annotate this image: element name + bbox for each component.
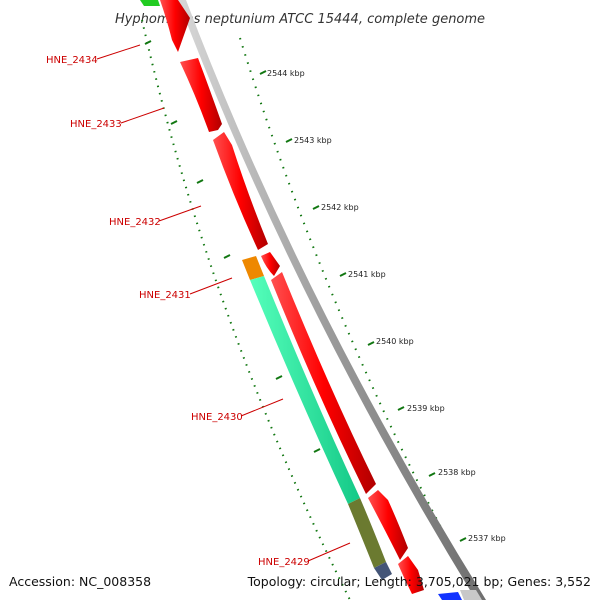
gene-arrow	[160, 0, 190, 52]
orange-feature	[242, 256, 264, 280]
inner-features	[140, 0, 482, 600]
kbp-labels: 2544 kbp 2543 kbp 2542 kbp 2541 kbp 2540…	[267, 69, 506, 543]
gene-label-hne-2430: HNE_2430	[191, 412, 243, 423]
kbp-label: 2539 kbp	[407, 404, 445, 413]
gene-arrow	[368, 490, 408, 560]
olive-feature	[348, 498, 386, 568]
kbp-label: 2542 kbp	[321, 203, 359, 212]
accession-text: Accession: NC_008358	[9, 574, 151, 589]
gene-label-hne-2434: HNE_2434	[46, 55, 98, 66]
gene-arrow	[180, 58, 222, 132]
outer-major-ticks	[259, 70, 467, 542]
gene-leader-lines	[96, 44, 351, 562]
gene-label-hne-2432: HNE_2432	[109, 217, 161, 228]
gene-arrow	[261, 252, 280, 276]
slate-feature	[374, 562, 392, 580]
topology-text: Topology: circular; Length: 3,705,021 bp…	[247, 574, 591, 589]
gene-label-hne-2429: HNE_2429	[258, 557, 310, 568]
gene-label-hne-2431: HNE_2431	[139, 290, 191, 301]
gene-label-hne-2433: HNE_2433	[70, 119, 122, 130]
genome-title: Hyphomonas neptunium ATCC 15444, complet…	[115, 12, 485, 27]
kbp-label: 2538 kbp	[438, 468, 476, 477]
gene-arrow	[271, 272, 376, 494]
kbp-label: 2544 kbp	[267, 69, 305, 78]
grey-feature	[460, 590, 482, 600]
kbp-label: 2537 kbp	[468, 534, 506, 543]
teal-feature	[250, 276, 360, 504]
blue-feature	[438, 592, 462, 600]
kbp-label: 2543 kbp	[294, 136, 332, 145]
gene-arrow	[213, 132, 268, 250]
green-feature	[140, 0, 160, 6]
gene-labels: HNE_2434 HNE_2433 HNE_2432 HNE_2431 HNE_…	[46, 55, 310, 568]
outer-tick-ring	[239, 37, 481, 600]
inner-major-ticks	[144, 40, 321, 453]
genome-backbone	[178, 0, 486, 600]
gene-arrow	[398, 556, 424, 594]
kbp-label: 2540 kbp	[376, 337, 414, 346]
kbp-label: 2541 kbp	[348, 270, 386, 279]
forward-genes	[160, 0, 424, 594]
